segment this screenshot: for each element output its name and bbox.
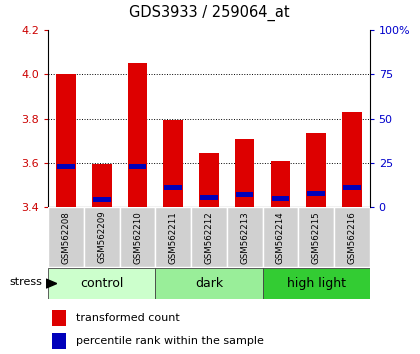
Text: GSM562214: GSM562214 bbox=[276, 211, 285, 264]
Bar bbox=[120, 207, 155, 267]
Bar bbox=[155, 207, 191, 267]
Bar bbox=[236, 193, 254, 198]
Bar bbox=[164, 185, 182, 190]
Text: GSM562209: GSM562209 bbox=[97, 211, 106, 263]
Bar bbox=[343, 185, 361, 190]
Bar bbox=[191, 207, 227, 267]
Bar bbox=[93, 197, 111, 202]
Text: GSM562208: GSM562208 bbox=[62, 211, 71, 264]
Bar bbox=[307, 192, 325, 196]
Text: dark: dark bbox=[195, 277, 223, 290]
Bar bbox=[334, 207, 370, 267]
Text: transformed count: transformed count bbox=[76, 313, 179, 323]
Bar bbox=[52, 333, 66, 349]
Bar bbox=[155, 268, 262, 299]
Bar bbox=[48, 207, 84, 267]
Bar bbox=[48, 268, 155, 299]
Text: GDS3933 / 259064_at: GDS3933 / 259064_at bbox=[129, 5, 289, 21]
Text: GSM562212: GSM562212 bbox=[205, 211, 213, 264]
Bar bbox=[227, 207, 262, 267]
Bar bbox=[342, 112, 362, 207]
Bar bbox=[200, 195, 218, 200]
Polygon shape bbox=[46, 279, 57, 288]
Bar bbox=[262, 207, 298, 267]
Bar bbox=[57, 164, 75, 169]
Text: GSM562216: GSM562216 bbox=[347, 211, 356, 264]
Text: stress: stress bbox=[9, 277, 42, 287]
Bar bbox=[262, 268, 370, 299]
Bar bbox=[298, 207, 334, 267]
Bar bbox=[52, 310, 66, 326]
Text: GSM562215: GSM562215 bbox=[312, 211, 320, 264]
Bar bbox=[128, 63, 147, 207]
Bar bbox=[199, 153, 219, 207]
Bar bbox=[129, 164, 147, 169]
Text: GSM562211: GSM562211 bbox=[169, 211, 178, 264]
Bar bbox=[56, 74, 76, 207]
Bar bbox=[271, 196, 289, 201]
Bar bbox=[235, 138, 255, 207]
Bar bbox=[306, 133, 326, 207]
Text: GSM562210: GSM562210 bbox=[133, 211, 142, 264]
Text: control: control bbox=[80, 277, 123, 290]
Bar bbox=[270, 161, 290, 207]
Text: percentile rank within the sample: percentile rank within the sample bbox=[76, 336, 263, 346]
Bar bbox=[163, 120, 183, 207]
Bar bbox=[92, 164, 112, 207]
Text: high light: high light bbox=[286, 277, 346, 290]
Text: GSM562213: GSM562213 bbox=[240, 211, 249, 264]
Bar bbox=[84, 207, 120, 267]
